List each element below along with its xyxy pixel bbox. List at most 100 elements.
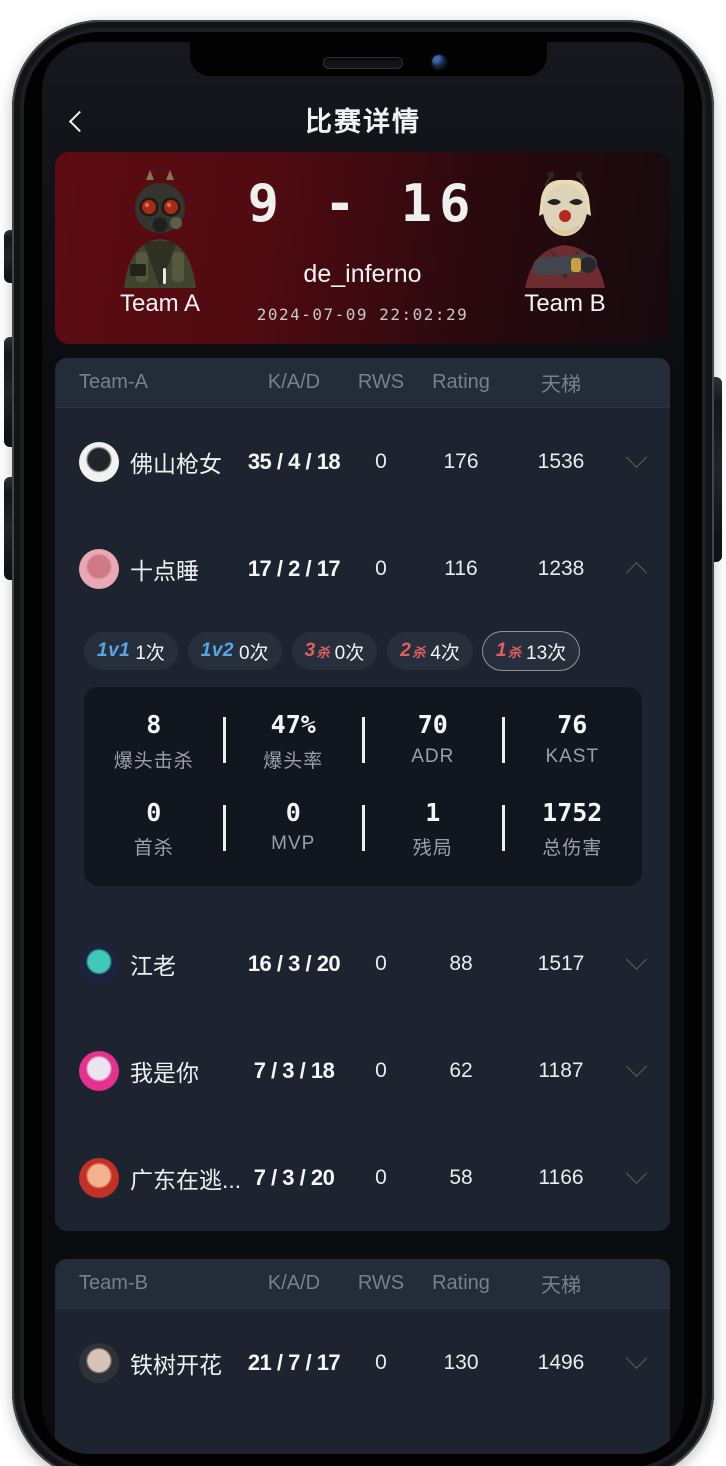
badge-pill: 2 杀 4次 — [387, 632, 473, 670]
chevron-down-icon[interactable] — [625, 446, 647, 468]
stat-value: 1 — [425, 797, 441, 827]
badge-unit: 杀 — [316, 644, 330, 660]
avatar — [79, 943, 119, 984]
rws-value: 0 — [375, 1058, 387, 1082]
score-card: Team A 9 - 16 de_inferno 2024-07-09 22:0… — [55, 152, 670, 344]
kad-value: 7 / 3 / 18 — [242, 1058, 346, 1084]
kad-text: 35 / 4 / 18 — [247, 448, 341, 474]
stat-value: 76 — [557, 710, 588, 739]
avatar — [79, 441, 119, 482]
chevron-down-icon[interactable] — [625, 1055, 647, 1077]
rws-value: 0 — [375, 1350, 387, 1374]
team-b-name: Team B — [524, 290, 606, 317]
avatar — [79, 1050, 119, 1091]
chevron-down-icon[interactable] — [625, 1347, 647, 1369]
rws-value: 0 — [375, 951, 387, 975]
stat-label: 爆头率 — [263, 750, 324, 772]
player-expanded-details: 1v1 1次 1v2 0次 3 杀 0次 2 杀 4次 1 杀 13次 8 爆头击杀 47% 爆头率 70 ADR 7… — [55, 622, 670, 910]
player-name: 十点睡 — [130, 557, 199, 584]
kad-value: 16 / 3 / 20 — [242, 951, 346, 977]
chevron-up-icon[interactable] — [625, 562, 647, 584]
stat-cell: 0 MVP — [222, 797, 364, 861]
speaker-grille-icon — [323, 57, 403, 69]
kad-text: 16 / 3 / 20 — [247, 950, 341, 976]
badge-pill: 3 杀 0次 — [291, 632, 378, 670]
player-row[interactable]: 江老 16 / 3 / 20 0 88 1517 — [55, 910, 670, 1017]
team-a-table-header: Team-A K/A/D RWS Rating 天梯 — [55, 358, 670, 408]
column-rating: Rating — [432, 1272, 490, 1294]
team-b-character-image — [525, 171, 605, 288]
ladder-value: 1536 — [537, 449, 585, 473]
notch — [190, 42, 547, 76]
team-b-table: Team-B K/A/D RWS Rating 天梯 铁树开花 21 / 7 / … — [55, 1259, 670, 1454]
player-identity: 江老 — [79, 943, 242, 984]
stat-cell: 1 残局 — [362, 797, 503, 861]
team-a-name: Team A — [119, 290, 201, 317]
kad-value: 17 / 2 / 17 — [242, 556, 346, 582]
stat-value: 0 — [146, 797, 162, 827]
player-name: 铁树开花 — [130, 1351, 222, 1378]
ladder-value: 1238 — [537, 556, 585, 580]
badge-tag: 1 — [495, 640, 507, 661]
badge-count: 13次 — [526, 642, 567, 664]
column-team-label: Team-A — [79, 371, 148, 393]
phone-screen: 比赛详情 — [42, 42, 684, 1454]
player-identity: 铁树开花 — [79, 1342, 242, 1383]
team-a-block: Team A — [85, 152, 235, 344]
column-rws: RWS — [357, 371, 405, 393]
stat-label: ADR — [411, 745, 455, 767]
kad-text: 7 / 3 / 20 — [253, 1164, 335, 1190]
chevron-down-icon[interactable] — [625, 948, 647, 970]
page-title: 比赛详情 — [305, 107, 421, 137]
player-row[interactable]: 十点睡 17 / 2 / 17 0 116 1238 — [55, 515, 670, 622]
column-rating: Rating — [432, 371, 490, 393]
column-kad: K/A/D — [267, 371, 321, 393]
phone-frame: 比赛详情 — [12, 20, 714, 1466]
player-row[interactable]: 铁树开花 21 / 7 / 17 0 130 1496 — [55, 1309, 670, 1416]
player-name: 佛山枪女 — [130, 450, 222, 477]
kad-value: 35 / 4 / 18 — [242, 449, 346, 475]
badge-tag: 1v1 — [97, 640, 131, 661]
column-kad: K/A/D — [267, 1272, 321, 1294]
multikill-badges: 1v1 1次 1v2 0次 3 杀 0次 2 杀 4次 1 杀 13次 — [84, 632, 645, 670]
column-team-label: Team-B — [79, 1272, 148, 1294]
rating-value: 130 — [443, 1350, 479, 1374]
player-row[interactable]: 广东在逃... 7 / 3 / 20 0 58 1166 — [55, 1124, 670, 1231]
player-identity: 十点睡 — [79, 548, 242, 589]
stat-value: 70 — [417, 710, 448, 739]
player-identity: 佛山枪女 — [79, 441, 242, 482]
kad-text: 21 / 7 / 17 — [247, 1349, 341, 1375]
stat-value: 0 — [285, 797, 301, 827]
rws-value: 0 — [375, 449, 387, 473]
badge-unit: 杀 — [412, 644, 426, 660]
stat-value: 8 — [146, 710, 162, 739]
avatar — [79, 548, 119, 589]
stat-label: 首杀 — [133, 838, 174, 859]
player-identity: 广东在逃... — [79, 1157, 242, 1198]
player-row[interactable]: 佛山枪女 35 / 4 / 18 0 176 1536 — [55, 408, 670, 515]
column-rws: RWS — [357, 1272, 405, 1294]
kad-text: 17 / 2 / 17 — [247, 555, 341, 581]
back-button[interactable] — [56, 102, 96, 142]
kad-text: 7 / 3 / 18 — [253, 1057, 335, 1083]
player-identity: 我是你 — [79, 1050, 242, 1091]
badge-count: 1次 — [135, 642, 165, 664]
rating-value: 88 — [449, 951, 473, 975]
detail-stats-panel: 8 爆头击杀 47% 爆头率 70 ADR 76 KAST 0 首杀 0 MVP 1 残局 1752 总伤害 — [84, 687, 642, 886]
player-row[interactable]: 我是你 7 / 3 / 18 0 62 1187 — [55, 1017, 670, 1124]
team-b-block: Team B — [490, 152, 640, 344]
chevron-down-icon[interactable] — [625, 1162, 647, 1184]
badge-count: 0次 — [334, 642, 365, 664]
player-name: 广东在逃... — [130, 1166, 242, 1193]
stat-cell: 0 首杀 — [84, 797, 224, 861]
badge-count: 0次 — [238, 642, 269, 664]
rating-value: 176 — [443, 449, 479, 473]
column-ladder: 天梯 — [541, 374, 581, 396]
stat-label: 爆头击杀 — [113, 750, 194, 772]
stat-label: 总伤害 — [542, 838, 603, 859]
player-name: 我是你 — [130, 1059, 199, 1086]
stat-label: KAST — [545, 745, 600, 767]
stat-cell: 70 ADR — [362, 710, 503, 773]
ladder-value: 1187 — [538, 1058, 584, 1082]
mute-switch — [4, 230, 15, 283]
